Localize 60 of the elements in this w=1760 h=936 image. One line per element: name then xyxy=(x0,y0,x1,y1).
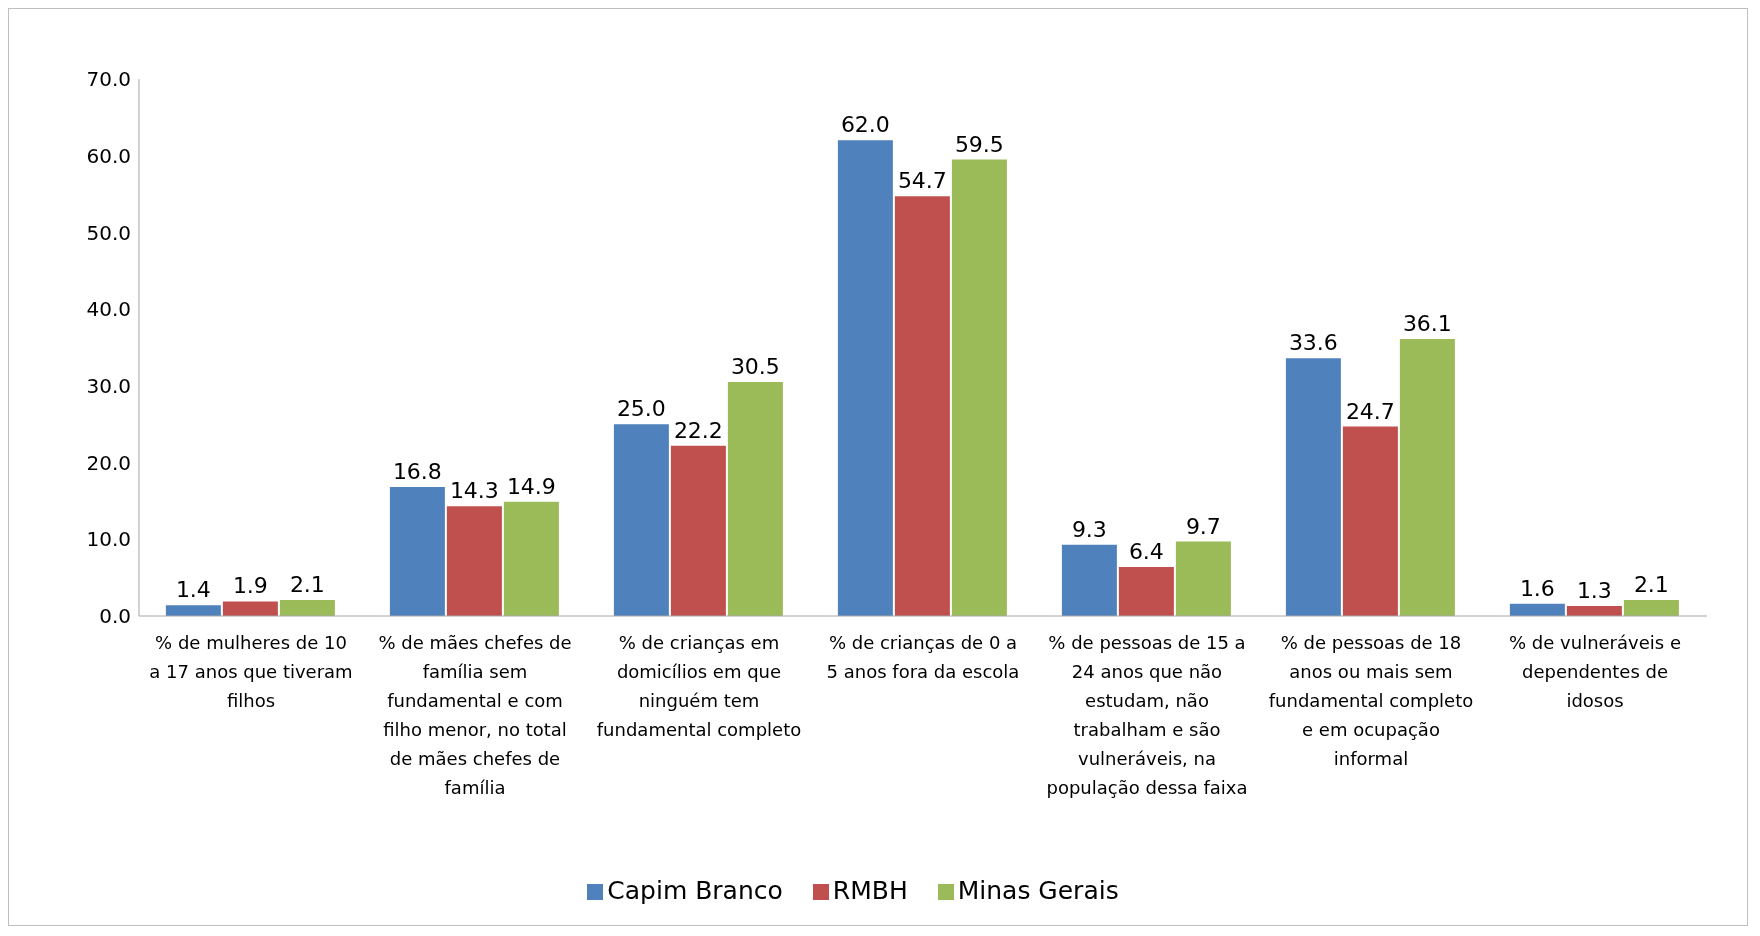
x-tick-label: % de crianças em domicílios em que ninguém tem fundamental completo xyxy=(596,631,802,742)
data-label: 36.1 xyxy=(1402,311,1452,337)
data-label: 1.9 xyxy=(232,573,268,599)
bar xyxy=(1118,566,1174,616)
y-tick-label: 0.0 xyxy=(99,604,131,629)
bar xyxy=(951,159,1007,616)
y-tick-label: 50.0 xyxy=(86,220,131,245)
data-label: 22.2 xyxy=(673,417,723,443)
legend-label: Capim Branco xyxy=(607,876,783,905)
data-label: 16.8 xyxy=(392,459,442,485)
bar xyxy=(165,605,221,616)
bar xyxy=(389,487,445,616)
data-label: 1.3 xyxy=(1576,578,1612,604)
data-label: 9.7 xyxy=(1185,513,1221,539)
bar xyxy=(1175,541,1231,616)
bar xyxy=(1342,426,1398,616)
bar xyxy=(894,196,950,616)
x-tick-label: % de mulheres de 10 a 17 anos que tiveram filhos xyxy=(148,631,354,713)
bar xyxy=(727,382,783,616)
legend-label: RMBH xyxy=(832,876,908,905)
bar xyxy=(1399,339,1455,616)
data-label: 9.3 xyxy=(1071,516,1107,542)
data-label: 14.3 xyxy=(449,478,499,504)
bar xyxy=(222,601,278,616)
bar xyxy=(613,424,669,616)
data-label: 6.4 xyxy=(1128,538,1164,564)
data-label: 54.7 xyxy=(897,168,947,194)
x-tick-label: % de vulneráveis e dependentes de idosos xyxy=(1508,631,1682,713)
x-tick-label: % de mães chefes de família sem fundamental e com filho menor, no total de mães chefes de família xyxy=(377,631,573,800)
data-label: 24.7 xyxy=(1345,398,1395,424)
data-label: 2.1 xyxy=(289,571,325,597)
data-label: 1.4 xyxy=(175,577,211,603)
bar xyxy=(670,445,726,616)
data-label: 25.0 xyxy=(616,396,666,422)
data-label: 30.5 xyxy=(730,354,780,380)
bar xyxy=(279,599,335,616)
data-label: 59.5 xyxy=(954,131,1004,157)
y-tick-label: 40.0 xyxy=(86,297,131,322)
y-tick-label: 10.0 xyxy=(86,527,131,552)
data-label: 33.6 xyxy=(1288,330,1338,356)
legend-label: Minas Gerais xyxy=(957,876,1119,905)
data-label: 14.9 xyxy=(506,473,556,499)
bar xyxy=(1509,603,1565,616)
bar xyxy=(1061,544,1117,616)
x-tick-label: % de crianças de 0 a 5 anos fora da escola xyxy=(825,631,1021,684)
x-tick-label: % de pessoas de 18 anos ou mais sem fundamental completo e em ocupação informal xyxy=(1268,631,1474,771)
bar xyxy=(837,140,893,616)
bar xyxy=(503,501,559,616)
data-label: 62.0 xyxy=(840,112,890,138)
y-tick-label: 20.0 xyxy=(86,450,131,475)
y-tick-label: 60.0 xyxy=(86,143,131,168)
bar xyxy=(1566,606,1622,616)
bar xyxy=(1623,599,1679,616)
x-tick-label: % de pessoas de 15 a 24 anos que não estudam, não trabalham e são vulneráveis, na população dessa faixa xyxy=(1045,631,1249,800)
data-label: 2.1 xyxy=(1633,571,1669,597)
y-tick-label: 70.0 xyxy=(86,67,131,92)
bar xyxy=(1285,358,1341,616)
bar xyxy=(446,506,502,616)
y-tick-label: 30.0 xyxy=(86,373,131,398)
data-label: 1.6 xyxy=(1519,575,1555,601)
